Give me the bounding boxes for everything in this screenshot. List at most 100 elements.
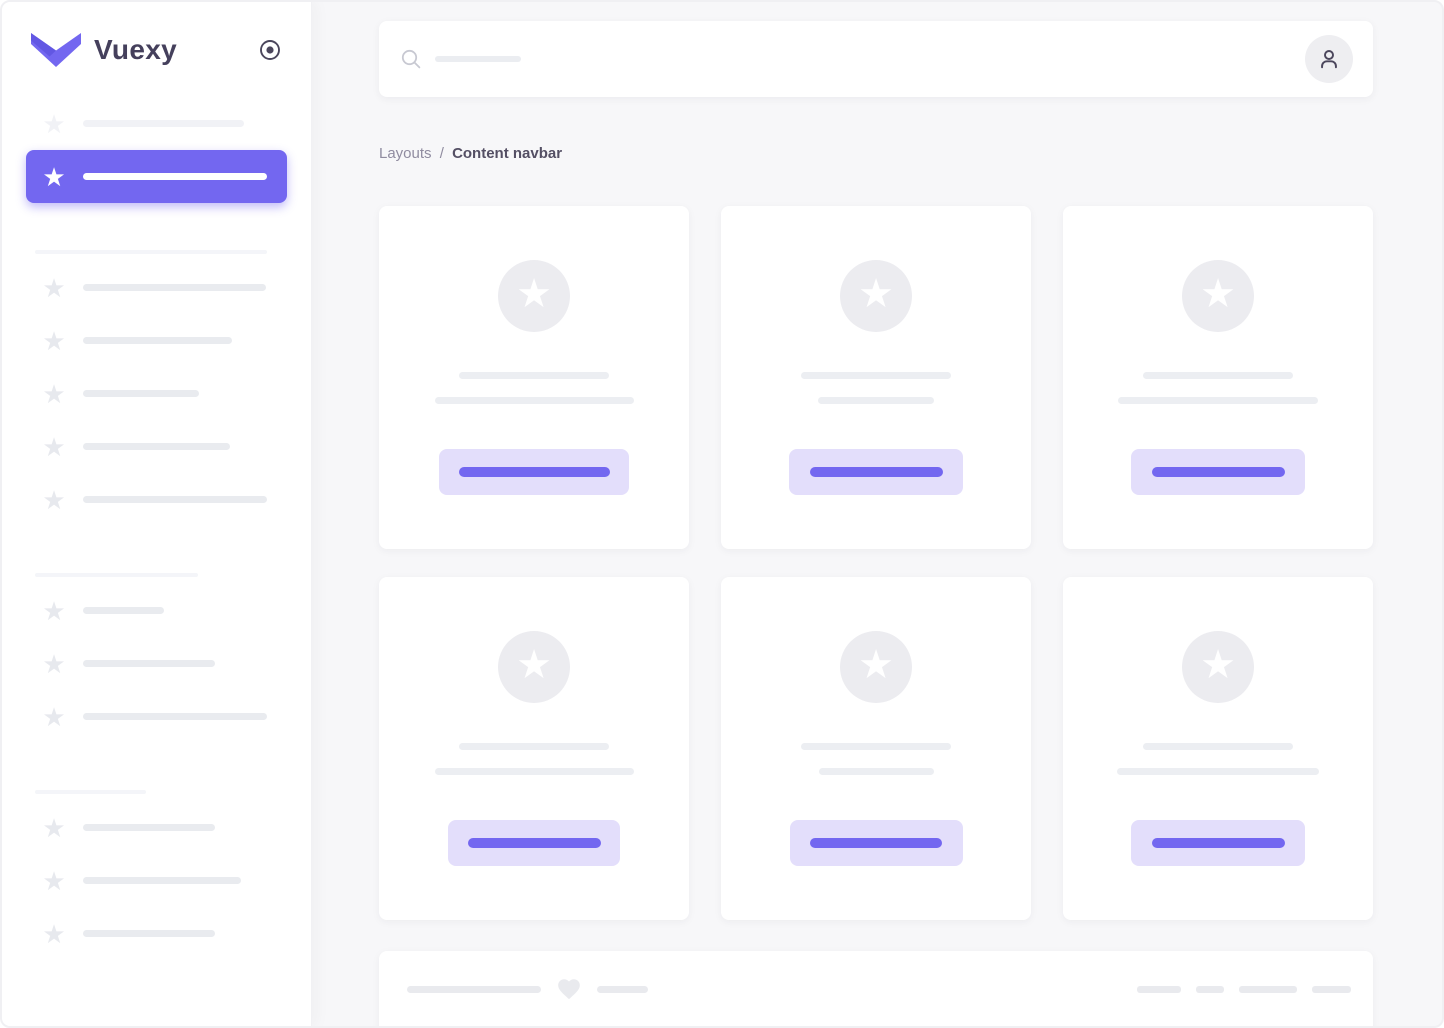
star-icon: ★ (1200, 643, 1236, 687)
star-icon: ★ (858, 272, 894, 316)
star-icon: ★ (42, 108, 66, 139)
card-skeleton-title (459, 743, 609, 750)
star-icon: ★ (42, 161, 66, 192)
card-action-button[interactable] (448, 820, 620, 866)
sidebar-menu-item[interactable]: ★ (26, 97, 287, 150)
vuexy-logo-icon (31, 32, 81, 67)
footer-skeleton-dash (1312, 985, 1351, 993)
menu-item-skeleton-label (83, 496, 267, 503)
sidebar-menu-item[interactable]: ★ (26, 150, 287, 203)
menu-item-skeleton-label (83, 877, 241, 884)
button-skeleton-label (809, 467, 943, 477)
card-action-button[interactable] (439, 449, 629, 495)
demo-card: ★ (721, 206, 1031, 549)
footer-skeleton-dash (1239, 985, 1297, 993)
card-avatar-circle: ★ (1182, 631, 1254, 703)
breadcrumb-separator: / (439, 145, 444, 162)
menu-item-skeleton-label (83, 337, 232, 344)
sidebar-nav: ★ ★ ★ ★ ★ ★ ★ ★ ★ ★ ★ ★ ★ (2, 97, 311, 960)
star-icon: ★ (42, 918, 66, 949)
menu-item-skeleton-label (83, 930, 215, 937)
card-skeleton-title (1143, 743, 1293, 750)
record-circle-icon[interactable] (259, 39, 281, 61)
card-skeleton-subtitle (434, 397, 634, 404)
star-icon: ★ (42, 812, 66, 843)
card-action-button[interactable] (789, 820, 963, 866)
demo-card: ★ (379, 577, 689, 920)
breadcrumb-current: Content navbar (452, 145, 563, 162)
footer (379, 951, 1373, 1026)
card-avatar-circle: ★ (498, 631, 570, 703)
star-icon: ★ (516, 643, 552, 687)
sidebar-menu-item[interactable]: ★ (26, 420, 287, 473)
card-skeleton-title (1143, 372, 1293, 379)
sidebar-menu-item[interactable]: ★ (26, 473, 287, 526)
breadcrumb-parent[interactable]: Layouts (379, 145, 432, 162)
star-icon: ★ (42, 648, 66, 679)
star-icon: ★ (516, 272, 552, 316)
button-skeleton-label (1151, 838, 1285, 848)
user-avatar[interactable] (1305, 35, 1353, 83)
card-skeleton-title (459, 372, 609, 379)
button-skeleton-label (467, 838, 601, 848)
footer-skeleton-line (597, 985, 648, 993)
star-icon: ★ (42, 484, 66, 515)
menu-item-skeleton-label (83, 390, 199, 397)
card-action-button[interactable] (1131, 820, 1305, 866)
card-skeleton-subtitle (1117, 768, 1319, 775)
menu-item-skeleton-label (83, 120, 244, 127)
star-icon: ★ (42, 701, 66, 732)
search-icon (401, 49, 421, 69)
card-avatar-circle: ★ (1182, 260, 1254, 332)
footer-links (1137, 985, 1351, 993)
card-skeleton-subtitle (1118, 397, 1318, 404)
menu-item-skeleton-label (83, 284, 266, 291)
sidebar-section-divider (35, 790, 146, 794)
navbar (379, 21, 1373, 97)
menu-item-skeleton-label (83, 443, 230, 450)
demo-card: ★ (721, 577, 1031, 920)
menu-item-skeleton-label (83, 660, 215, 667)
sidebar-section-divider (35, 250, 267, 254)
sidebar-section-divider (35, 573, 198, 577)
card-skeleton-subtitle (818, 397, 934, 404)
footer-skeleton-dash (1137, 985, 1181, 993)
card-action-button[interactable] (789, 449, 963, 495)
card-skeleton-title (801, 743, 951, 750)
star-icon: ★ (42, 865, 66, 896)
cards-grid: ★ ★ ★ ★ ★ (379, 206, 1373, 920)
person-icon (1321, 50, 1337, 69)
search-placeholder-line (435, 56, 521, 62)
card-action-button[interactable] (1131, 449, 1305, 495)
sidebar-menu-item[interactable]: ★ (26, 907, 287, 960)
footer-skeleton-dash (1196, 985, 1224, 993)
star-icon: ★ (42, 431, 66, 462)
button-skeleton-label (810, 838, 942, 848)
sidebar-menu-item[interactable]: ★ (26, 637, 287, 690)
sidebar-menu-item[interactable]: ★ (26, 584, 287, 637)
app-title: Vuexy (94, 33, 177, 65)
star-icon: ★ (42, 595, 66, 626)
sidebar-menu-item[interactable]: ★ (26, 854, 287, 907)
footer-skeleton-line (407, 985, 541, 993)
content-area: Layouts / Content navbar ★ ★ ★ (312, 2, 1442, 1026)
sidebar-menu-item[interactable]: ★ (26, 367, 287, 420)
card-skeleton-title (801, 372, 951, 379)
star-icon: ★ (1200, 272, 1236, 316)
sidebar-menu-item[interactable]: ★ (26, 261, 287, 314)
sidebar-menu-item[interactable]: ★ (26, 690, 287, 743)
card-skeleton-subtitle (818, 768, 934, 775)
menu-item-skeleton-label (83, 607, 164, 614)
star-icon: ★ (42, 325, 66, 356)
search-input[interactable] (399, 47, 1305, 71)
sidebar-menu-item[interactable]: ★ (26, 801, 287, 854)
star-icon: ★ (42, 378, 66, 409)
sidebar-menu-item[interactable]: ★ (26, 314, 287, 367)
demo-card: ★ (1063, 577, 1373, 920)
demo-card: ★ (379, 206, 689, 549)
star-icon: ★ (42, 272, 66, 303)
card-avatar-circle: ★ (498, 260, 570, 332)
demo-card: ★ (1063, 206, 1373, 549)
menu-item-skeleton-label (83, 713, 267, 720)
